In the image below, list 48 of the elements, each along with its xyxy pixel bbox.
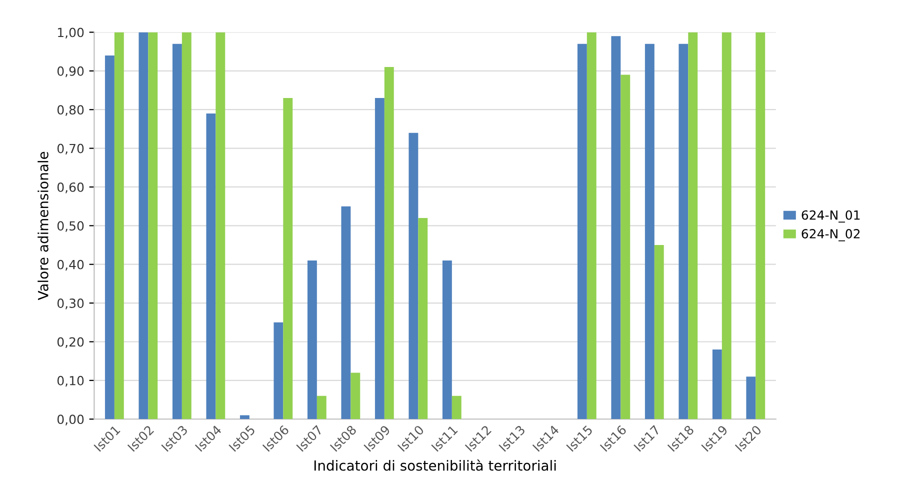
bar: [611, 36, 621, 420]
bar: [307, 260, 317, 420]
bar: [712, 349, 722, 420]
y-tick-label: 0,40: [57, 260, 84, 271]
x-axis-title: Indicatori di sostenibilità territoriali: [314, 459, 556, 471]
bar: [418, 218, 428, 420]
y-tick-label: 0,70: [57, 144, 84, 155]
bar: [206, 113, 216, 420]
bar: [138, 32, 148, 420]
bar: [722, 32, 732, 420]
bar: [114, 32, 124, 420]
bar: [283, 98, 293, 420]
y-tick-label: 0,60: [57, 182, 84, 194]
bar: [577, 44, 587, 420]
bar: [240, 415, 250, 420]
bar: [654, 245, 664, 420]
bar: [148, 32, 158, 420]
bar: [384, 67, 394, 420]
y-tick-label: 0,20: [57, 337, 84, 348]
y-tick-label: 0,30: [57, 298, 84, 310]
bar: [620, 74, 630, 420]
bar: [316, 396, 326, 420]
y-tick-label: 0,50: [57, 221, 84, 232]
y-tick-label: 0,80: [57, 105, 84, 116]
legend-label: 624-N_01: [802, 210, 860, 223]
y-tick-label: 0,10: [57, 376, 84, 387]
bar: [678, 44, 688, 420]
bar: [644, 44, 654, 420]
bar: [274, 322, 284, 420]
y-tick-label: 0,90: [57, 66, 84, 78]
bar: [216, 32, 226, 420]
bar: [172, 44, 182, 420]
bar: [586, 32, 596, 420]
bar: [452, 396, 462, 420]
bar: [374, 98, 384, 420]
bar: [104, 55, 114, 420]
bar: [442, 260, 452, 420]
bar: [408, 132, 418, 420]
bar: [688, 32, 698, 420]
bar: [350, 372, 360, 420]
y-tick-label: 1,00: [58, 28, 84, 38]
bar: [756, 32, 766, 420]
legend-label: 624-N_02: [802, 229, 860, 242]
bar: [341, 206, 351, 420]
bar: [182, 32, 192, 420]
y-axis-title: Valore adimensionale: [38, 152, 48, 300]
y-tick-label: 0,00: [57, 414, 84, 426]
bar: [746, 376, 756, 420]
